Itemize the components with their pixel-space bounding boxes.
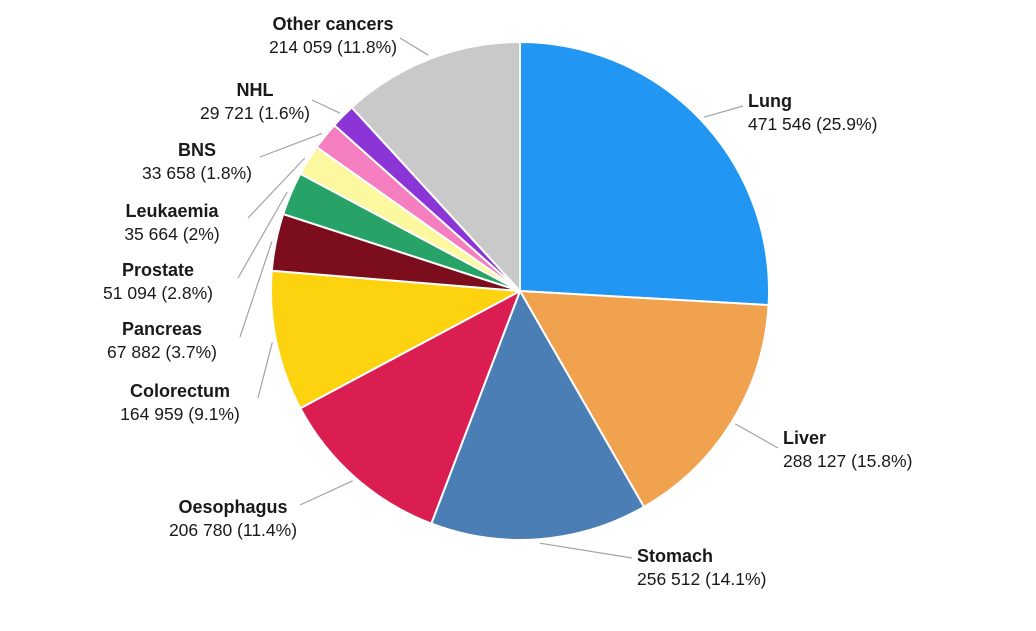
leader-line-nhl: [311, 99, 341, 114]
slice-label-pancreas: Pancreas 67 882 (3.7%): [107, 319, 217, 362]
slice-value-stomach: 256 512 (14.1%): [637, 569, 766, 589]
leader-line-prostate: [237, 191, 288, 279]
leader-line-pancreas: [239, 241, 273, 338]
slice-name-bns: BNS: [178, 140, 216, 160]
slice-name-pancreas: Pancreas: [122, 319, 202, 339]
leader-line-liver: [735, 423, 779, 449]
slice-name-prostate: Prostate: [122, 260, 194, 280]
slice-value-bns: 33 658 (1.8%): [142, 163, 252, 183]
leader-line-other-cancers: [399, 37, 429, 56]
leader-line-stomach: [539, 542, 633, 559]
pie-slices: [270, 41, 770, 541]
leader-line-leukaemia: [247, 157, 306, 219]
slice-name-other-cancers: Other cancers: [272, 14, 393, 34]
slice-name-nhl: NHL: [237, 80, 274, 100]
slice-label-leukaemia: Leukaemia 35 664 (2%): [124, 201, 219, 244]
slice-label-bns: BNS 33 658 (1.8%): [142, 140, 252, 183]
slice-name-liver: Liver: [783, 428, 826, 448]
slice-name-colorectum: Colorectum: [130, 381, 230, 401]
slice-label-colorectum: Colorectum 164 959 (9.1%): [120, 381, 240, 424]
slice-value-lung: 471 546 (25.9%): [748, 114, 877, 134]
leader-lines: [237, 37, 779, 559]
leader-line-bns: [259, 132, 323, 158]
slice-label-liver: Liver 288 127 (15.8%): [783, 428, 912, 471]
slice-label-prostate: Prostate 51 094 (2.8%): [103, 260, 213, 303]
leader-line-lung: [703, 105, 744, 118]
pie-slice-lung: [519, 41, 770, 307]
slice-labels: Lung 471 546 (25.9%) Liver 288 127 (15.8%) S…: [103, 14, 912, 589]
slice-label-other-cancers: Other cancers 214 059 (11.8%): [269, 14, 397, 57]
slice-name-lung: Lung: [748, 91, 792, 111]
slice-label-stomach: Stomach 256 512 (14.1%): [637, 546, 766, 589]
pie-slice-stomach: [430, 290, 645, 541]
slice-label-oesophagus: Oesophagus 206 780 (11.4%): [169, 497, 297, 540]
slice-value-nhl: 29 721 (1.6%): [200, 103, 310, 123]
slice-value-pancreas: 67 882 (3.7%): [107, 342, 217, 362]
slice-value-oesophagus: 206 780 (11.4%): [169, 520, 297, 540]
pie-slice-oesophagus: [299, 290, 521, 525]
pie-slice-colorectum: [270, 269, 521, 410]
slice-value-liver: 288 127 (15.8%): [783, 451, 912, 471]
slice-value-leukaemia: 35 664 (2%): [124, 224, 219, 244]
slice-name-oesophagus: Oesophagus: [178, 497, 287, 517]
pie-slice-liver: [519, 290, 770, 508]
leader-line-colorectum: [257, 342, 273, 399]
slice-value-colorectum: 164 959 (9.1%): [120, 404, 240, 424]
slice-label-nhl: NHL 29 721 (1.6%): [200, 80, 310, 123]
pie-slice-other-cancers: [350, 41, 521, 292]
slice-name-stomach: Stomach: [637, 546, 713, 566]
slice-value-prostate: 51 094 (2.8%): [103, 283, 213, 303]
leader-line-oesophagus: [299, 480, 353, 506]
slice-label-lung: Lung 471 546 (25.9%): [748, 91, 877, 134]
slice-name-leukaemia: Leukaemia: [125, 201, 219, 221]
slice-value-other-cancers: 214 059 (11.8%): [269, 37, 397, 57]
